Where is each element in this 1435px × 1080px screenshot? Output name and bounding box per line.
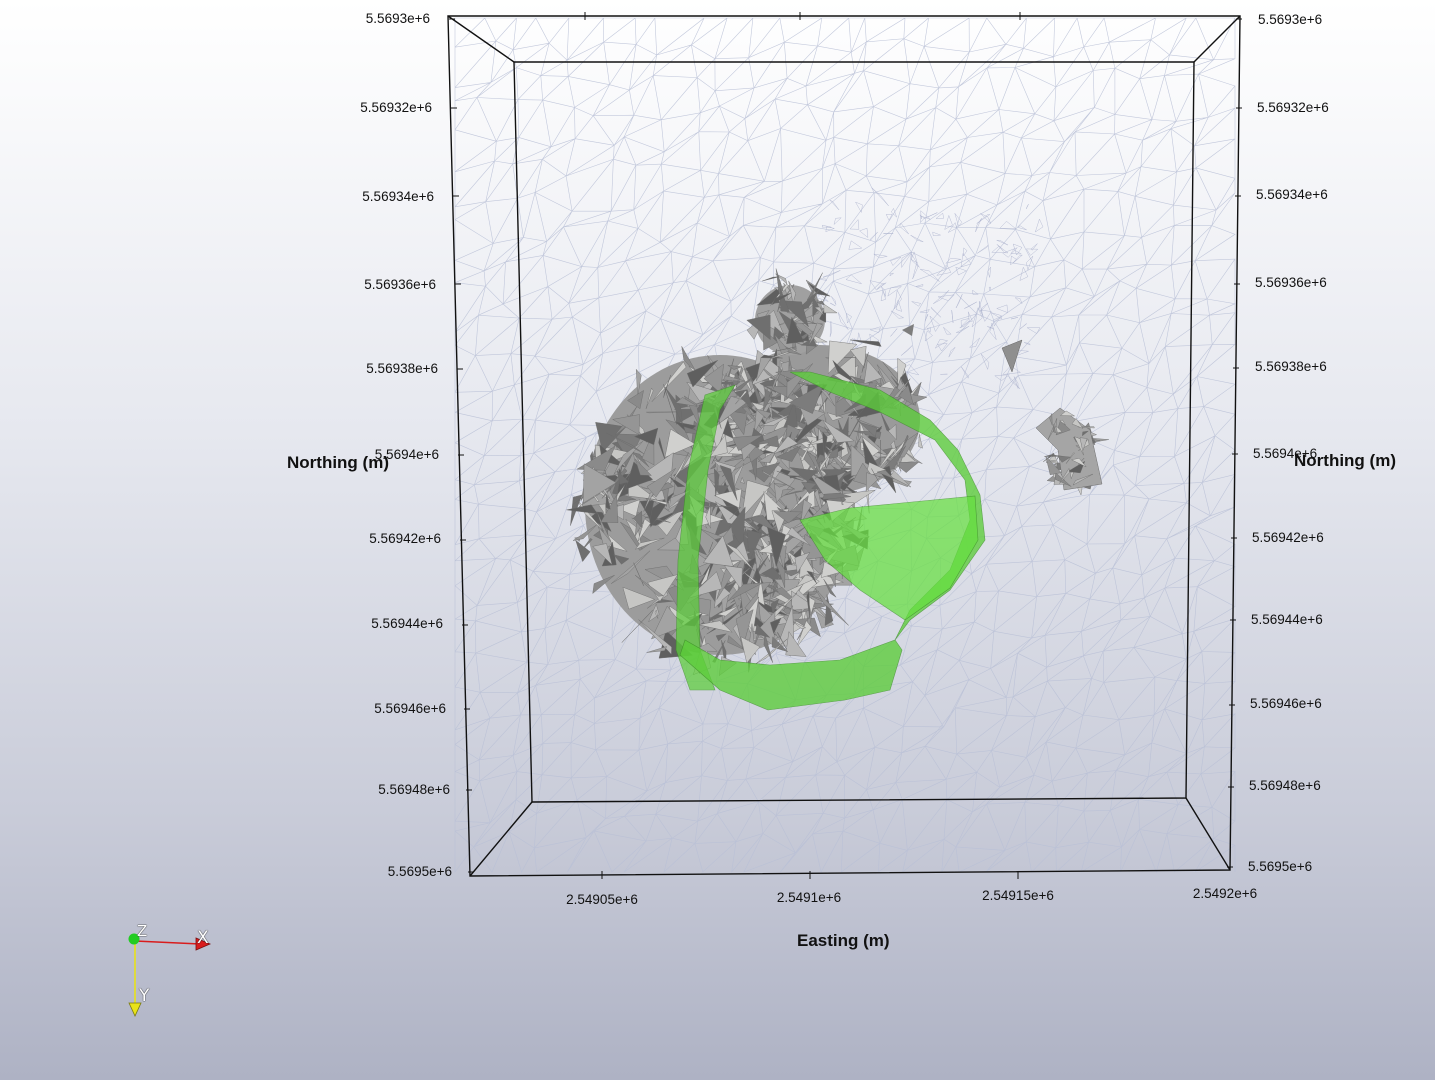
easting-tick-label: 2.54915e+6 xyxy=(982,888,1054,903)
orientation-z-label: Z xyxy=(137,922,148,940)
green-surface xyxy=(675,371,986,711)
easting-tick-label: 2.5492e+6 xyxy=(1192,886,1258,901)
northing-tick-label: 5.5693e+6 xyxy=(365,11,430,26)
northing-tick-label: 5.56946e+6 xyxy=(374,701,446,716)
northing-tick-label: 5.56938e+6 xyxy=(1255,359,1327,374)
northing-tick-label: 5.56946e+6 xyxy=(1250,696,1322,711)
northing-tick-label: 5.56942e+6 xyxy=(369,531,441,546)
northing-tick-label: 5.56932e+6 xyxy=(360,100,432,115)
northing-tick-label: 5.56934e+6 xyxy=(1256,187,1328,202)
northing-tick-label: 5.56938e+6 xyxy=(366,361,438,376)
northing-tick-label: 5.56934e+6 xyxy=(362,189,434,204)
northing-tick-label: 5.56944e+6 xyxy=(371,616,443,631)
northing-tick-label: 5.5694e+6 xyxy=(1253,446,1318,461)
orientation-axes xyxy=(128,933,212,1017)
northing-tick-label: 5.56936e+6 xyxy=(1255,275,1327,290)
northing-tick-label: 5.5693e+6 xyxy=(1258,12,1323,27)
northing-tick-label: 5.5695e+6 xyxy=(387,864,452,879)
easting-tick-label: 2.54905e+6 xyxy=(566,892,638,907)
northing-tick-label: 5.5694e+6 xyxy=(374,447,439,462)
northing-tick-label: 5.56942e+6 xyxy=(1252,530,1324,545)
orientation-y-label: Y xyxy=(139,986,150,1006)
northing-tick-label: 5.5695e+6 xyxy=(1248,859,1313,874)
rock-isosurface xyxy=(566,268,1109,677)
northing-tick-label: 5.56944e+6 xyxy=(1251,612,1323,627)
northing-axis-title-left: Northing (m) xyxy=(287,453,389,472)
northing-axis-title-right: Northing (m) xyxy=(1294,451,1396,470)
easting-tick-label: 2.5491e+6 xyxy=(776,890,842,905)
northing-tick-label: 5.56948e+6 xyxy=(1249,778,1321,793)
orientation-x-label: X xyxy=(197,928,209,948)
bounding-box xyxy=(447,15,1241,877)
axis-tick-marks xyxy=(449,12,1242,879)
northing-tick-label: 5.56932e+6 xyxy=(1257,100,1329,115)
easting-axis-title: Easting (m) xyxy=(797,931,890,950)
northing-tick-label: 5.56948e+6 xyxy=(378,782,450,797)
northing-tick-label: 5.56936e+6 xyxy=(364,277,436,292)
